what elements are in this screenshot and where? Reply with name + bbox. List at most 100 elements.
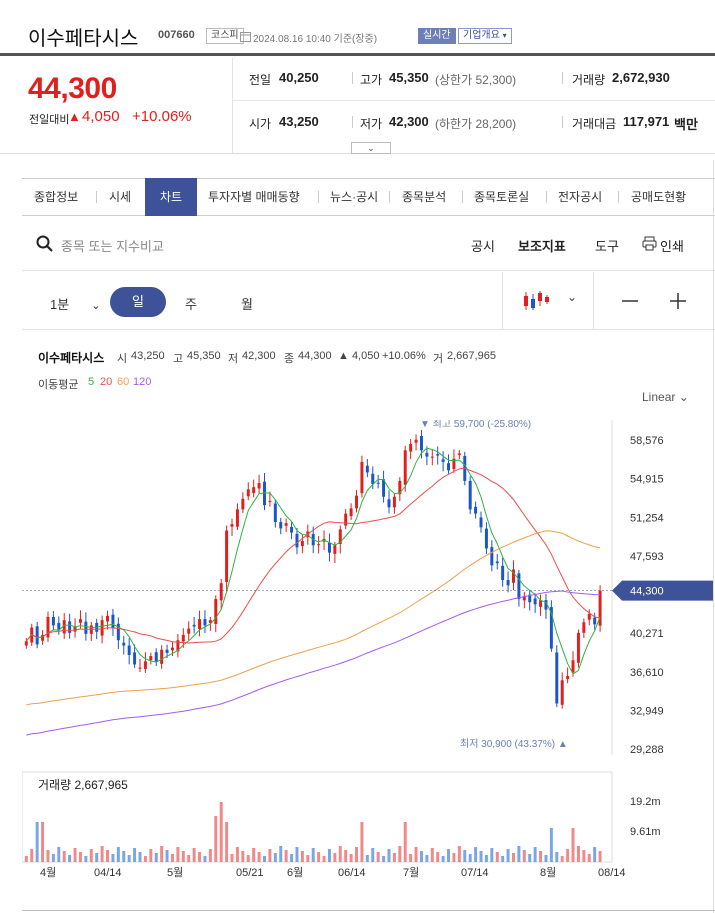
tools-button[interactable]: 도구 [595,239,619,254]
volume-bar [479,851,483,862]
volume-bar [46,850,50,862]
stock-name: 이수페타시스 [28,28,139,50]
tab-quotes[interactable]: 시세 [109,190,132,204]
scale-label: Linear [642,390,676,404]
volume-bar [333,853,337,862]
candle-body [62,620,66,634]
candle-body [392,496,396,508]
x-axis-label: 6월 [287,866,303,879]
candle-body [539,600,543,607]
candle-body [273,503,277,523]
indicator-button[interactable]: 보조지표 [518,239,566,254]
price-tick-label: 36,610 [630,667,664,679]
realtime-badge[interactable]: 실시간 [418,28,456,44]
price-tick-label: 54,915 [630,474,664,486]
divider [713,160,714,913]
candle-body [111,614,115,628]
candle-body [284,523,288,526]
ci-change: ▲ 4,050 [338,350,380,362]
tab-overview[interactable]: 종합정보 [34,190,79,204]
candle-body [555,652,559,704]
company-overview-button[interactable]: 기업개요 ▾ [458,28,512,44]
quote-datetime: 2024.08.16 10:40 기준(장중) [253,34,378,45]
zoom-in-icon[interactable] [669,292,687,310]
volume-bar [409,854,413,862]
printer-icon[interactable] [642,236,657,251]
chevron-down-icon[interactable]: ⌄ [567,290,578,304]
low-value: 42,300 [389,114,429,129]
candle-body [484,528,488,549]
candle-body [160,649,164,664]
tab-news[interactable]: 뉴스·공시 [330,190,379,204]
tab-bar: 종합정보 시세 차트 투자자별 매매동향 뉴스·공시 종목분석 종목토론실 전자… [22,178,715,216]
volume-bar [311,848,315,862]
tab-analysis[interactable]: 종목분석 [402,190,447,204]
zoom-out-icon[interactable] [621,293,639,309]
tab-chart[interactable]: 차트 [145,178,197,216]
ma5-line [25,447,601,675]
volume-bar [344,850,348,862]
volume-bar [398,846,402,862]
tab-discussion[interactable]: 종목토론실 [474,190,530,204]
volume-value: 2,672,930 [612,70,670,85]
candle-body [165,649,169,653]
period-selector [22,272,715,330]
volume-bar [181,851,185,862]
candle-body [51,616,55,626]
volume-bar [419,851,423,862]
volume-bar [252,848,256,862]
ma20-line [25,467,601,644]
period-month-button[interactable]: 월 [241,297,253,312]
amount-label: 거래대금 [572,117,617,131]
expand-button[interactable]: ⌄ [351,142,391,154]
period-day-button[interactable]: 일 [110,287,166,317]
candle-body [263,481,266,506]
volume-bar [89,849,93,862]
candle-body [436,454,440,456]
volume-bar [441,856,445,862]
tab-disclosure[interactable]: 전자공시 [558,190,603,204]
volume-bar [452,853,456,862]
compare-search-input[interactable]: 종목 또는 지수비교 [61,239,164,254]
candle-body [68,621,72,633]
volume-bar [176,847,180,862]
candle-body [246,489,250,497]
divider [562,72,563,84]
tab-short-selling[interactable]: 공매도현황 [631,190,687,204]
price-change: 4,050 [82,108,120,125]
chart-type-select[interactable] [502,272,594,330]
volume-bar [62,851,66,862]
search-icon[interactable] [36,235,54,253]
volume-bar [198,852,202,862]
minute-label: 1분 [50,297,70,312]
volume-bar [290,854,294,862]
volume-bar [349,854,353,862]
candle-body [371,473,375,485]
current-price-label: 44,300 [630,586,664,598]
price-chart[interactable]: 58,576 54,915 51,254 47,593 40,271 36,610 32,9… [22,420,713,888]
candle-body [290,526,294,533]
period-week-button[interactable]: 주 [185,297,197,312]
divider [22,910,715,911]
moving-average-label: 이동평균 [38,379,79,391]
minute-select[interactable]: 1분 ⌄ [50,294,100,313]
candle-body [576,632,580,663]
x-axis-label: 04/14 [94,867,122,879]
ma120-label: 120 [133,376,152,388]
price-tick-label: 40,271 [630,628,664,640]
notice-button[interactable]: 공시 [471,239,495,254]
candle-body [549,607,553,649]
candle-body [214,599,218,624]
volume-bar [474,847,478,862]
candle-body [425,452,429,457]
candle-body [506,580,510,586]
volume-bar [187,855,191,862]
candle-body [587,613,591,620]
candle-body [598,590,602,626]
current-price: 44,300 [28,72,117,105]
print-button[interactable]: 인쇄 [660,239,684,254]
divider [389,191,390,203]
scale-select[interactable]: Linear ⌄ [642,390,689,404]
x-axis-label: 06/14 [338,867,366,879]
tab-investor-trends[interactable]: 투자자별 매매동향 [208,190,300,204]
